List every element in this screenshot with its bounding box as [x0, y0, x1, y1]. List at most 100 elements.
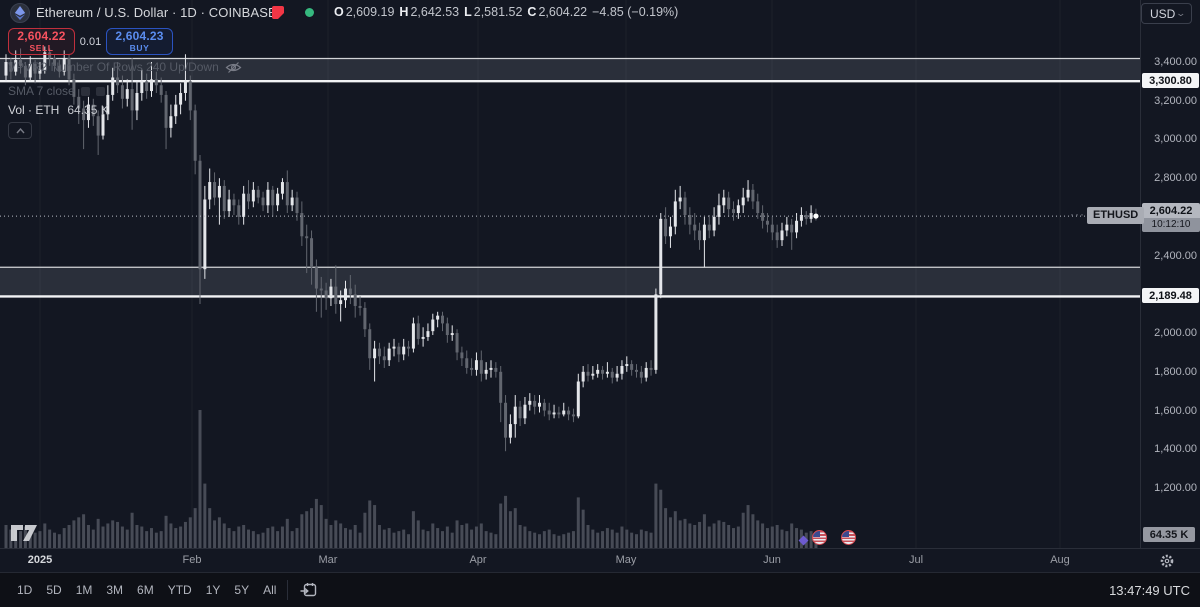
- candle: [683, 197, 687, 215]
- low-value: 2,581.52: [473, 5, 523, 19]
- volume-bar: [217, 517, 221, 548]
- candle: [508, 424, 512, 438]
- volume-bar: [28, 529, 32, 548]
- volume-bar: [4, 525, 8, 548]
- candle: [649, 367, 653, 370]
- volume-bar: [635, 534, 638, 548]
- candle: [344, 288, 347, 301]
- range-button-1m[interactable]: 1M: [75, 583, 93, 597]
- volume-bar: [688, 523, 692, 548]
- market-open-status-icon[interactable]: [305, 8, 314, 17]
- price-tick-label: 1,400.00: [1154, 443, 1197, 456]
- current-price-value: 2,604.22: [1142, 203, 1200, 219]
- candle: [62, 58, 66, 72]
- candle: [712, 216, 716, 231]
- volume-bar: [53, 532, 56, 548]
- range-button-all[interactable]: All: [263, 583, 277, 597]
- volume-bar: [649, 532, 653, 548]
- legend-sma-indicator[interactable]: SMA 7 close: [8, 84, 105, 98]
- buy-label: BUY: [129, 43, 150, 54]
- high-value: 2,642.53: [410, 5, 460, 19]
- indicator-action-icon[interactable]: [80, 86, 90, 96]
- price-tick-label: 1,800.00: [1154, 365, 1197, 378]
- range-button-5d[interactable]: 5D: [46, 583, 62, 597]
- us-flag-event-icon[interactable]: [841, 530, 856, 545]
- candle: [392, 346, 396, 349]
- volume-bar: [62, 528, 66, 548]
- collapse-legend-button[interactable]: [8, 122, 32, 139]
- candle: [596, 369, 600, 374]
- us-flag-event-icon[interactable]: [812, 530, 827, 545]
- legend-vpvr-indicator[interactable]: VPVR2 Number Of Rows 240 Up/Down: [8, 60, 242, 74]
- volume-bar: [261, 532, 265, 548]
- candle: [242, 193, 246, 217]
- candle: [266, 189, 270, 206]
- volume-bar: [765, 528, 769, 548]
- candle: [150, 79, 153, 92]
- buy-button[interactable]: 2,604.23 BUY: [106, 28, 173, 55]
- currency-dropdown[interactable]: USD ⌄: [1141, 3, 1192, 24]
- label-more-dots[interactable]: ···: [1070, 207, 1085, 222]
- go-to-date-button[interactable]: [296, 578, 320, 602]
- change-value: −4.85 (−0.19%): [592, 5, 679, 19]
- volume-bar: [266, 528, 270, 548]
- volume-bar: [489, 532, 493, 548]
- candle: [280, 182, 284, 194]
- volume-bar: [213, 520, 217, 548]
- volume-bar: [222, 523, 226, 548]
- candle: [276, 193, 280, 206]
- range-button-1d[interactable]: 1D: [17, 583, 33, 597]
- volume-axis-label: 64.35 K: [1143, 527, 1195, 542]
- low-letter: L: [464, 5, 472, 19]
- axis-settings-gear-icon[interactable]: [1158, 552, 1176, 570]
- volume-bar: [591, 529, 595, 548]
- candlestick-chart-canvas[interactable]: [0, 0, 1140, 548]
- volume-bar: [159, 531, 163, 548]
- sell-button[interactable]: 2,604.22 SELL: [8, 28, 75, 55]
- volume-bar: [242, 525, 246, 548]
- price-tick-label: 1,200.00: [1154, 482, 1197, 494]
- candle: [324, 290, 328, 299]
- symbol-title[interactable]: Ethereum / U.S. Dollar · 1D · COINBASE: [36, 5, 277, 20]
- candle: [698, 230, 702, 241]
- volume-bar: [140, 526, 144, 548]
- candle: [82, 108, 86, 121]
- symbol-price-tag[interactable]: ETHUSD: [1087, 207, 1145, 225]
- candle: [562, 410, 566, 415]
- candle: [38, 69, 42, 74]
- range-button-6m[interactable]: 6M: [137, 583, 154, 597]
- candle: [610, 371, 614, 378]
- volume-bar: [48, 529, 52, 548]
- volume-bar: [790, 523, 794, 548]
- time-axis[interactable]: 2025 Feb Mar Apr May Jun Jul Aug: [0, 548, 1200, 572]
- volume-bar: [169, 523, 173, 548]
- range-button-5y[interactable]: 5Y: [234, 583, 250, 597]
- price-axis[interactable]: 3,400.00 3,200.00 3,000.00 2,800.00 2,400.00…: [1140, 0, 1200, 572]
- utc-clock[interactable]: 13:47:49 UTC: [1109, 582, 1190, 598]
- range-button-ytd[interactable]: YTD: [167, 583, 192, 597]
- volume-bar: [353, 525, 357, 548]
- open-value: 2,609.19: [345, 5, 395, 19]
- candle: [494, 367, 498, 372]
- range-button-3m[interactable]: 3M: [106, 583, 124, 597]
- volume-bar: [377, 525, 381, 548]
- volume-bar: [562, 534, 566, 548]
- candle: [557, 412, 561, 415]
- range-button-1y[interactable]: 1Y: [205, 583, 221, 597]
- volume-bar: [732, 528, 735, 548]
- candle: [567, 410, 571, 415]
- tradingview-logo[interactable]: [10, 523, 42, 543]
- volume-bar: [373, 505, 377, 548]
- candle: [688, 214, 692, 225]
- volume-bar: [86, 525, 90, 548]
- legend-volume-indicator[interactable]: Vol · ETH 64.35 K: [8, 103, 109, 117]
- ethereum-logo-icon[interactable]: [10, 3, 30, 23]
- candle: [140, 81, 144, 93]
- volume-bar: [101, 526, 105, 548]
- indicator-action-icon[interactable]: [95, 86, 105, 96]
- volume-bar: [761, 523, 765, 548]
- volume-bar: [683, 518, 687, 548]
- candle: [48, 52, 52, 59]
- eye-slash-icon[interactable]: [225, 61, 242, 74]
